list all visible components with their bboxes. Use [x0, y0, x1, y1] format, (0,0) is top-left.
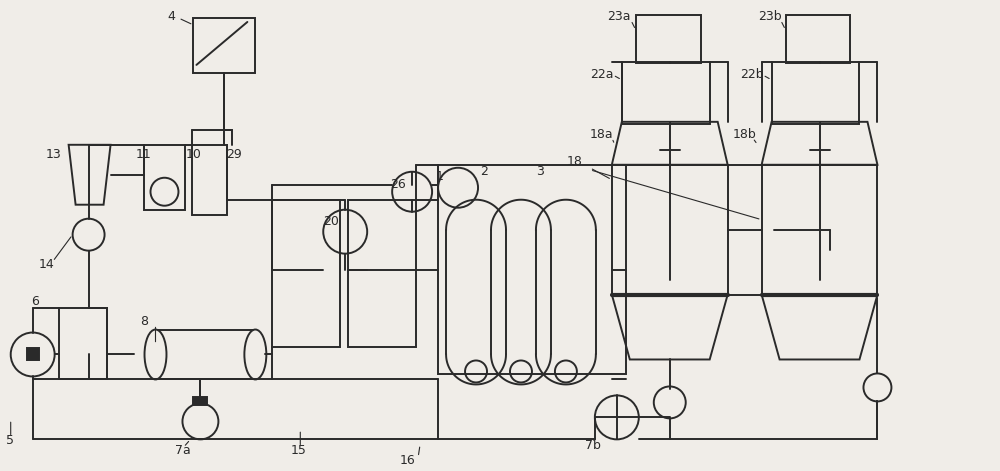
Bar [155, 330, 255, 380]
Text: 8: 8 [141, 315, 149, 327]
Text: 6: 6 [31, 294, 39, 308]
Text: 20: 20 [323, 215, 339, 227]
Ellipse shape [244, 330, 266, 380]
Bar [786, 15, 850, 63]
Text: 13: 13 [46, 148, 61, 161]
Text: 16: 16 [400, 455, 416, 467]
Text: 26: 26 [390, 178, 406, 191]
Bar [612, 165, 728, 294]
Bar [193, 18, 255, 73]
Text: 4: 4 [167, 10, 175, 23]
Text: 18b: 18b [733, 128, 756, 141]
Bar [272, 200, 340, 348]
Bar [438, 165, 626, 374]
Bar [193, 398, 207, 406]
Bar [622, 62, 710, 124]
Bar [762, 165, 877, 294]
Text: 14: 14 [39, 258, 54, 271]
Text: 3: 3 [536, 165, 544, 178]
Bar [772, 62, 859, 124]
Text: 29: 29 [226, 148, 242, 161]
Text: 23a: 23a [607, 10, 630, 23]
Bar [192, 145, 227, 215]
Text: 1: 1 [436, 170, 444, 183]
Text: 23b: 23b [758, 10, 781, 23]
Text: 7a: 7a [175, 444, 191, 457]
Text: 10: 10 [185, 148, 201, 161]
Text: 18: 18 [567, 155, 583, 168]
Text: 22b: 22b [740, 68, 763, 81]
Bar [636, 15, 701, 63]
Text: 15: 15 [290, 444, 306, 457]
Text: 11: 11 [136, 148, 151, 161]
Bar [59, 308, 107, 380]
Text: 2: 2 [480, 165, 488, 178]
Ellipse shape [145, 330, 166, 380]
Bar [348, 200, 416, 348]
Bar [27, 349, 39, 360]
Bar [144, 145, 185, 210]
Text: 5: 5 [6, 434, 14, 447]
Text: 18a: 18a [590, 128, 613, 141]
Text: 7b: 7b [585, 439, 601, 452]
Text: 22a: 22a [590, 68, 613, 81]
